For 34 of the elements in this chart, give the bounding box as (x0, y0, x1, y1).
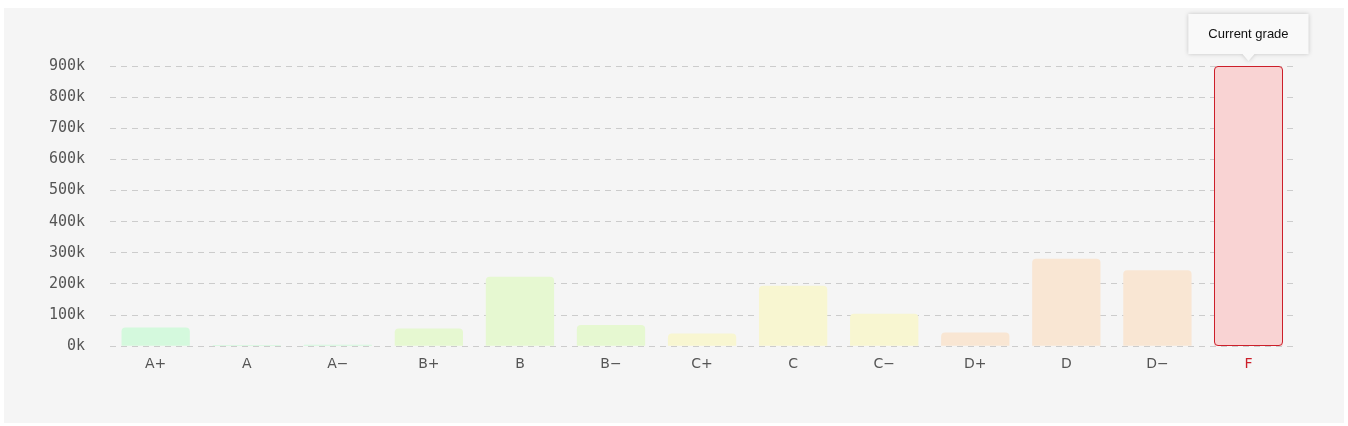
y-tick-label: 800k (49, 87, 86, 106)
bar (941, 332, 1010, 346)
y-tick-label: 300k (49, 242, 86, 261)
x-tick-label: C (788, 355, 799, 372)
bar (485, 276, 555, 346)
y-tick-label: 200k (49, 273, 86, 292)
x-tick-label: C+ (691, 355, 713, 372)
y-tick-label: 0k (67, 336, 86, 355)
x-tick-label: A (241, 355, 252, 372)
y-tick-label: 500k (49, 180, 86, 199)
bar (121, 327, 190, 346)
x-tick-label: B+ (418, 355, 440, 372)
bar (758, 285, 828, 346)
x-tick-label: A+ (145, 355, 167, 372)
y-tick-label: 700k (49, 118, 86, 137)
y-tick-label: 100k (49, 304, 86, 323)
x-tick-label: B− (600, 355, 622, 372)
bar (1032, 258, 1101, 346)
x-tick-label: A− (327, 355, 349, 372)
annotation: Current grade (1208, 25, 1289, 41)
x-tick-label: D (1060, 355, 1072, 372)
bar (850, 313, 919, 346)
x-tick-label: D− (1146, 355, 1169, 372)
x-tick-label: C− (873, 355, 895, 372)
y-tick-label: 600k (49, 149, 86, 168)
bar (1123, 270, 1192, 346)
y-tick-label: 900k (49, 55, 86, 74)
bar (394, 328, 464, 346)
x-tick-label: D+ (964, 355, 987, 372)
bar (576, 325, 646, 346)
x-tick-label: F (1244, 355, 1253, 372)
y-tick-label: 400k (49, 211, 86, 230)
x-tick-label: B (515, 355, 525, 372)
bar (667, 333, 737, 346)
